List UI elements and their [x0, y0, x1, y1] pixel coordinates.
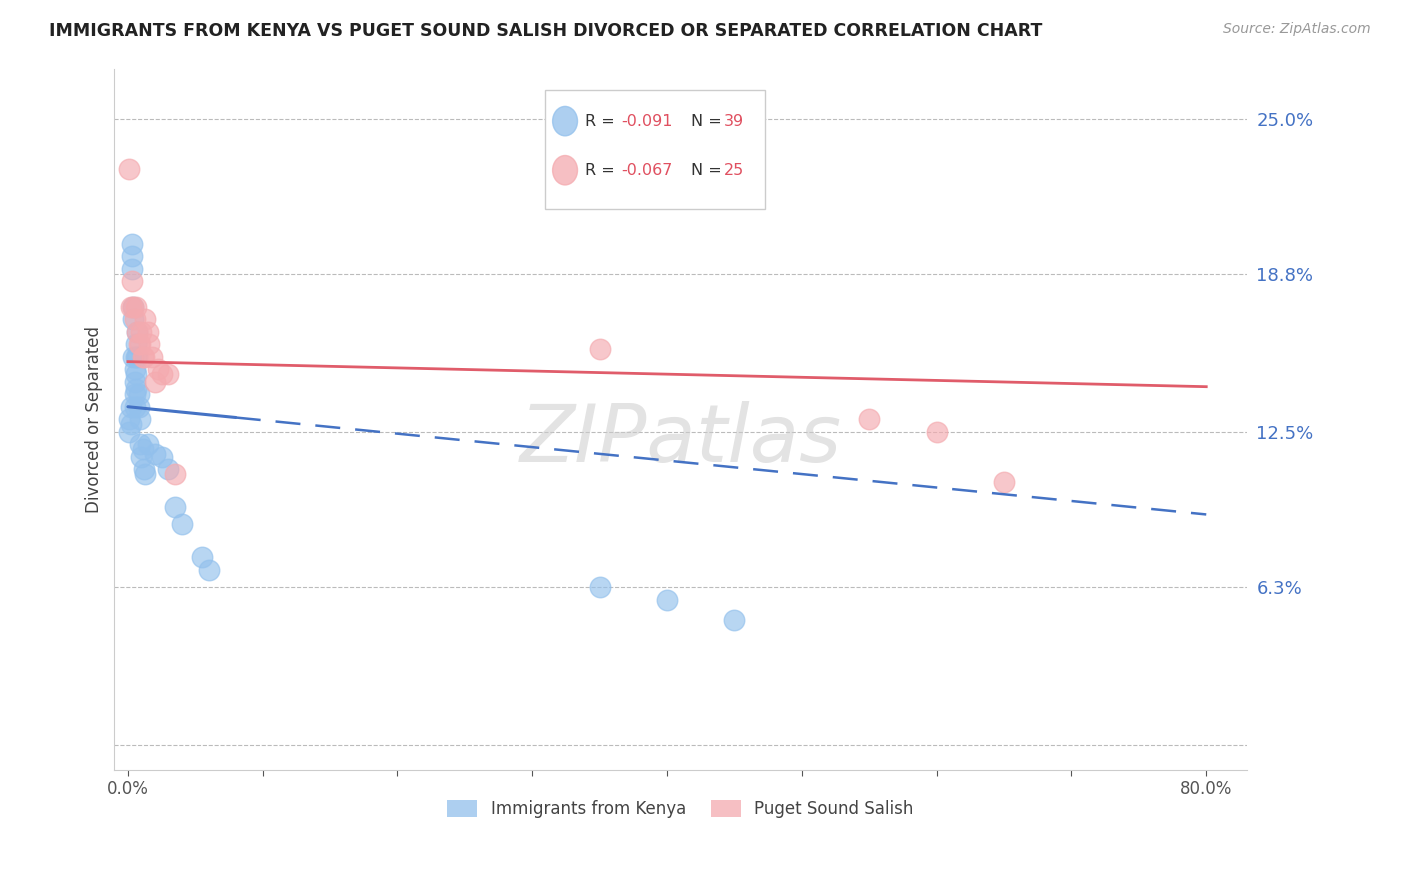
- Point: [125, 337, 148, 351]
- Point: [723, 613, 745, 627]
- Point: [170, 517, 193, 532]
- Point: [146, 362, 169, 376]
- Text: Source: ZipAtlas.com: Source: ZipAtlas.com: [1223, 22, 1371, 37]
- Point: [141, 350, 163, 364]
- Point: [165, 500, 187, 514]
- Point: [925, 425, 948, 439]
- Point: [121, 275, 143, 289]
- Text: -0.067: -0.067: [621, 162, 673, 178]
- Point: [150, 367, 173, 381]
- Ellipse shape: [553, 155, 578, 185]
- Point: [134, 467, 156, 482]
- Point: [131, 325, 153, 339]
- Point: [125, 300, 148, 314]
- Point: [124, 312, 146, 326]
- Ellipse shape: [553, 106, 578, 136]
- Point: [121, 249, 143, 263]
- Point: [124, 375, 146, 389]
- Point: [136, 325, 159, 339]
- Point: [118, 412, 141, 426]
- Text: R =: R =: [585, 162, 620, 178]
- Point: [127, 350, 149, 364]
- Point: [143, 447, 166, 461]
- Text: 39: 39: [724, 113, 744, 128]
- Point: [157, 367, 180, 381]
- Point: [655, 592, 678, 607]
- Point: [127, 325, 149, 339]
- Point: [124, 400, 146, 414]
- Point: [589, 580, 612, 594]
- Point: [129, 437, 152, 451]
- Point: [128, 387, 150, 401]
- Point: [127, 325, 149, 339]
- Point: [858, 412, 880, 426]
- Point: [121, 236, 143, 251]
- Point: [120, 300, 142, 314]
- Point: [157, 462, 180, 476]
- Point: [993, 475, 1015, 489]
- Point: [125, 382, 148, 396]
- Text: N =: N =: [690, 162, 727, 178]
- Point: [122, 350, 145, 364]
- Point: [143, 375, 166, 389]
- Point: [122, 300, 145, 314]
- Point: [129, 412, 152, 426]
- Point: [125, 367, 148, 381]
- Point: [125, 350, 148, 364]
- Point: [118, 425, 141, 439]
- Point: [128, 400, 150, 414]
- Legend: Immigrants from Kenya, Puget Sound Salish: Immigrants from Kenya, Puget Sound Salis…: [440, 793, 921, 825]
- Point: [132, 462, 155, 476]
- Point: [132, 442, 155, 457]
- Point: [134, 312, 156, 326]
- Point: [165, 467, 187, 482]
- Point: [122, 312, 145, 326]
- Point: [132, 350, 155, 364]
- Text: IMMIGRANTS FROM KENYA VS PUGET SOUND SALISH DIVORCED OR SEPARATED CORRELATION CH: IMMIGRANTS FROM KENYA VS PUGET SOUND SAL…: [49, 22, 1043, 40]
- Point: [150, 450, 173, 464]
- Text: ZIPatlas: ZIPatlas: [519, 401, 842, 479]
- Point: [191, 549, 214, 564]
- Point: [122, 300, 145, 314]
- Point: [121, 262, 143, 277]
- Point: [129, 337, 152, 351]
- Text: R =: R =: [585, 113, 620, 128]
- Point: [120, 417, 142, 432]
- Point: [120, 400, 142, 414]
- FancyBboxPatch shape: [544, 89, 765, 209]
- Text: 25: 25: [724, 162, 744, 178]
- Text: -0.091: -0.091: [621, 113, 673, 128]
- Point: [197, 563, 219, 577]
- Text: N =: N =: [690, 113, 727, 128]
- Y-axis label: Divorced or Separated: Divorced or Separated: [86, 326, 103, 513]
- Point: [131, 450, 153, 464]
- Point: [138, 337, 160, 351]
- Point: [124, 362, 146, 376]
- Point: [128, 337, 150, 351]
- Point: [589, 342, 612, 356]
- Point: [136, 437, 159, 451]
- Point: [118, 161, 141, 176]
- Point: [124, 387, 146, 401]
- Point: [132, 350, 155, 364]
